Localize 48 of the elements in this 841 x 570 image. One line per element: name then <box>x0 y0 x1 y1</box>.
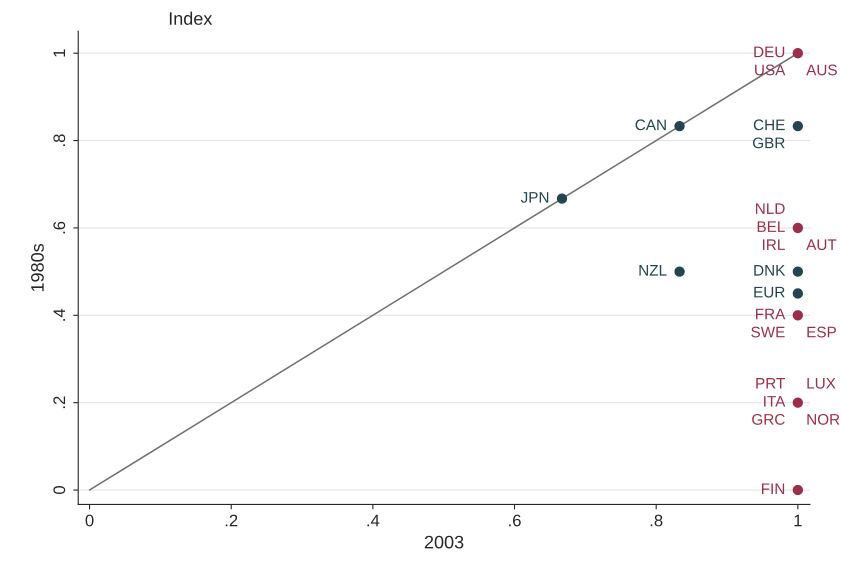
point <box>792 484 803 496</box>
annotation: PRT <box>756 378 785 389</box>
point <box>792 310 803 320</box>
annotation: JPN <box>520 192 548 203</box>
point <box>674 120 685 132</box>
annotation: NOR <box>807 414 840 425</box>
annotation: IRL <box>762 239 785 250</box>
y-tick-label: .8 <box>53 134 66 146</box>
annotation: GBR <box>753 137 785 148</box>
annotation: LUX <box>807 378 836 389</box>
x-tick-label: .8 <box>650 514 662 526</box>
point <box>792 120 803 132</box>
chart-title: Index <box>170 12 212 25</box>
annotation: ITA <box>764 396 786 407</box>
annotation: GRC <box>752 414 785 425</box>
x-tick-label: .4 <box>367 514 380 526</box>
annotation: DNK <box>754 265 786 276</box>
annotation: NLD <box>756 203 785 214</box>
point <box>674 266 685 277</box>
x-axis-title: 2003 <box>424 536 464 549</box>
y-tick-label: .2 <box>53 396 66 408</box>
annotation: AUS <box>806 64 837 76</box>
x-tick-label: .6 <box>509 514 521 526</box>
y-tick-label: 0 <box>53 486 66 494</box>
y-axis-title: 1980s <box>31 244 44 292</box>
point <box>792 288 803 299</box>
y-tick-label: .4 <box>54 308 66 321</box>
annotation: SWE <box>751 326 785 338</box>
point <box>556 194 568 204</box>
point <box>792 266 803 277</box>
annotation: EUR <box>754 286 785 298</box>
point <box>792 48 803 58</box>
annotation: AUT <box>806 239 836 250</box>
annotation: NZL <box>639 265 667 276</box>
annotation: CHE <box>754 119 785 130</box>
annotation: BEL <box>758 221 785 232</box>
x-tick-label: .2 <box>226 514 238 526</box>
annotation: DEU <box>754 46 784 58</box>
point <box>792 222 803 234</box>
annotation: ESP <box>807 326 836 338</box>
y-tick-label: 1 <box>54 49 66 57</box>
annotation: CAN <box>636 119 666 130</box>
annotation: FIN <box>762 483 784 494</box>
y-tick-label: .6 <box>53 222 66 234</box>
point <box>792 398 803 408</box>
x-tick-label: 1 <box>794 514 802 526</box>
x-tick-label: 0 <box>86 514 94 526</box>
annotation: FRA <box>756 308 786 320</box>
